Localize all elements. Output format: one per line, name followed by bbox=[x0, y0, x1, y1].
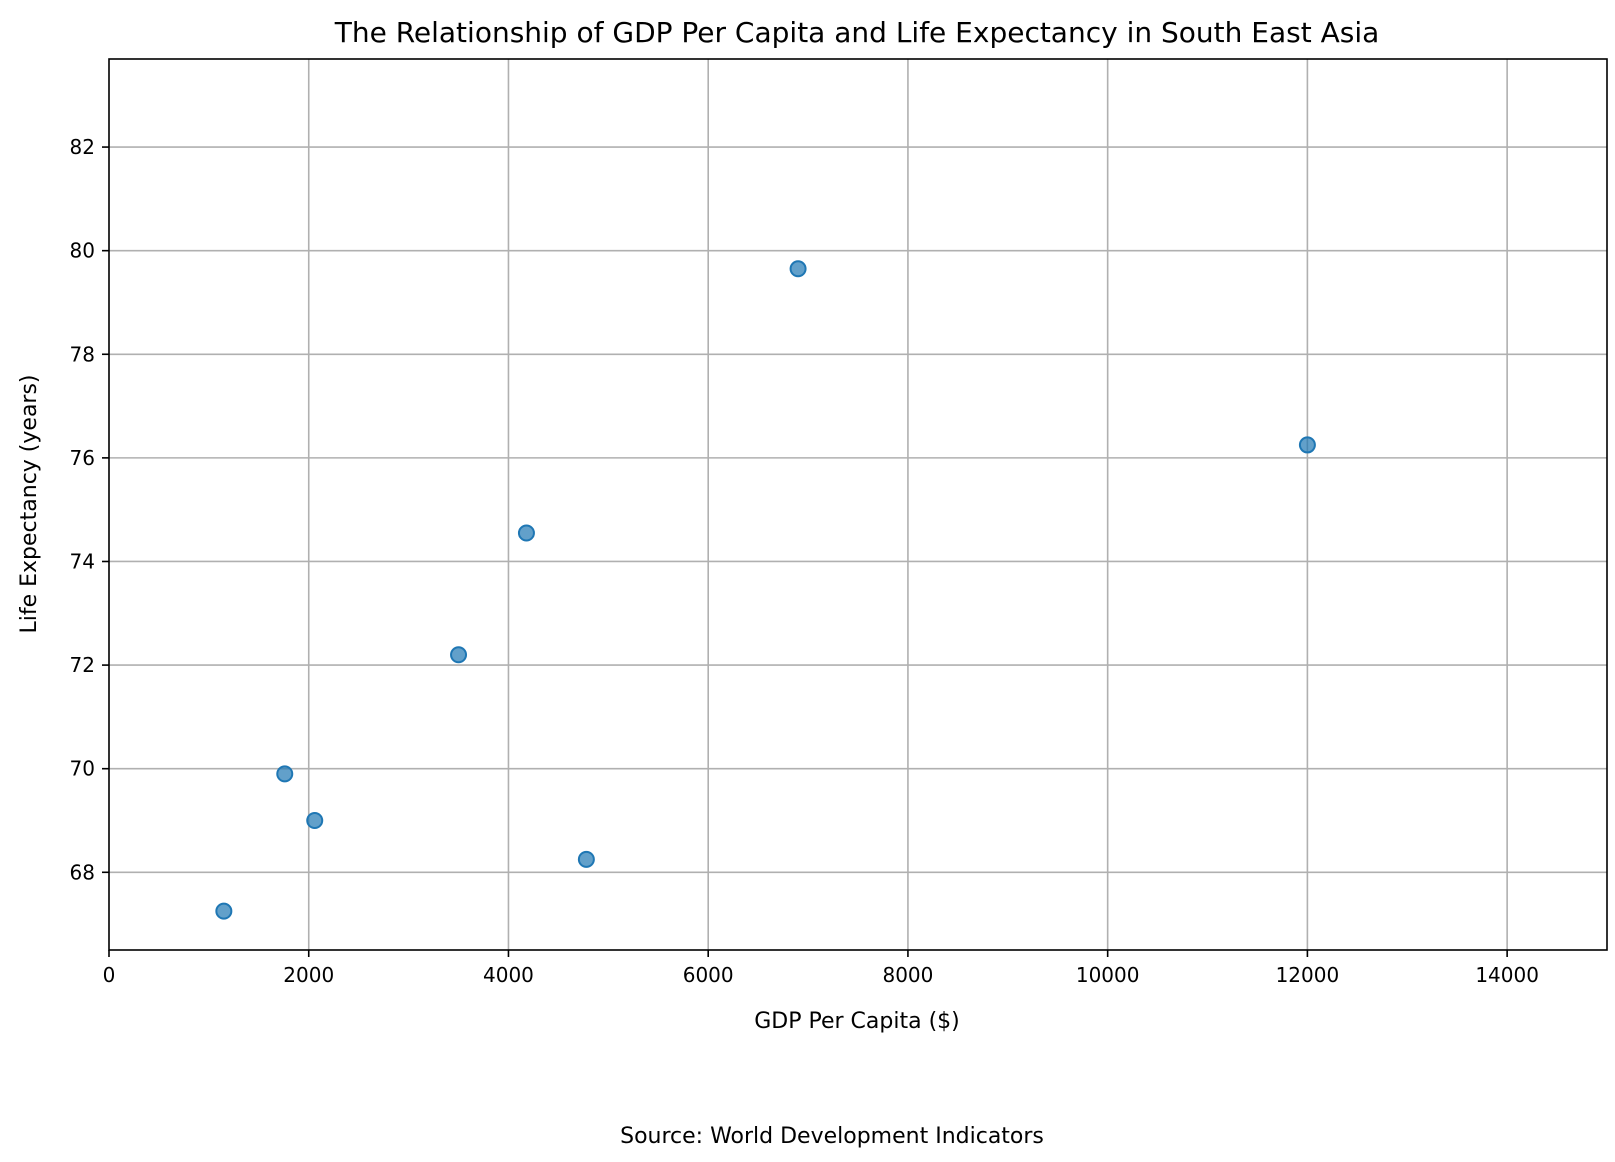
data-point bbox=[1298, 436, 1316, 454]
x-tick-label: 10000 bbox=[1076, 963, 1140, 987]
data-point bbox=[577, 850, 595, 868]
x-axis-label: GDP Per Capita ($) bbox=[754, 1009, 960, 1034]
x-axis-ticks: 0 2000 4000 6000 8000 10000 12000 14000 bbox=[103, 950, 1539, 987]
y-tick-label: 72 bbox=[70, 653, 95, 677]
y-axis-label: Life Expectancy (years) bbox=[17, 374, 42, 633]
data-point bbox=[276, 765, 294, 783]
data-point bbox=[306, 811, 324, 829]
chart-title: The Relationship of GDP Per Capita and L… bbox=[334, 16, 1380, 49]
y-tick-label: 68 bbox=[70, 860, 95, 884]
data-point bbox=[517, 524, 535, 542]
y-tick-label: 76 bbox=[70, 446, 95, 470]
y-tick-label: 80 bbox=[70, 239, 95, 263]
plot-frame bbox=[108, 58, 1608, 951]
x-tick-label: 2000 bbox=[283, 963, 334, 987]
y-axis-ticks: 68 70 72 74 76 78 80 82 bbox=[70, 135, 109, 884]
y-tick-label: 78 bbox=[70, 342, 95, 366]
data-point bbox=[215, 902, 233, 920]
gridlines bbox=[109, 59, 1607, 950]
x-tick-label: 8000 bbox=[882, 963, 933, 987]
y-tick-label: 70 bbox=[70, 757, 95, 781]
y-tick-label: 74 bbox=[70, 549, 95, 573]
source-caption: Source: World Development Indicators bbox=[620, 1124, 1044, 1149]
x-tick-label: 0 bbox=[103, 963, 116, 987]
data-points bbox=[215, 260, 1316, 920]
x-tick-label: 4000 bbox=[483, 963, 534, 987]
x-tick-label: 12000 bbox=[1276, 963, 1340, 987]
y-tick-label: 82 bbox=[70, 135, 95, 159]
x-tick-label: 6000 bbox=[683, 963, 734, 987]
x-tick-label: 14000 bbox=[1475, 963, 1539, 987]
data-point bbox=[789, 260, 807, 278]
data-point bbox=[450, 646, 468, 664]
